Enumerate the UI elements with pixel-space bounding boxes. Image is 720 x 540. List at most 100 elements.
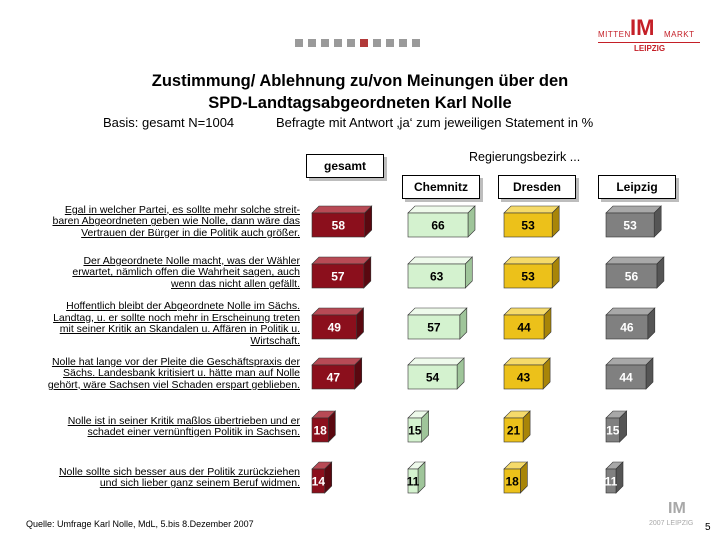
- bar-chemnitz: 57: [407, 307, 468, 340]
- bar-front-face: [605, 212, 655, 238]
- statement-label-line: gehört, wäre Sachsen viel Schaden erspar…: [47, 378, 300, 391]
- bar-dresden: 43: [503, 357, 551, 390]
- bar-top-face: [605, 307, 656, 316]
- bar-front-face: [311, 364, 356, 390]
- bar-top-face: [407, 357, 465, 366]
- column-header-chemnitz: Chemnitz: [402, 175, 480, 199]
- bar-leipzig: 56: [605, 256, 665, 289]
- bar-front-face: [605, 468, 617, 494]
- logo-left-text: MITTEN: [598, 30, 631, 39]
- bar-front-face: [503, 364, 544, 390]
- bar-top-face: [311, 256, 372, 265]
- bar-value-label: 43: [517, 371, 531, 385]
- logo-underline: [598, 42, 700, 43]
- page-number: 5: [705, 522, 711, 533]
- brand-logo: MITTEN IM MARKT LEIPZIG: [596, 15, 706, 58]
- bar-chemnitz: 63: [407, 256, 473, 289]
- bar-gesamt: 57: [311, 256, 372, 289]
- bar-value-label: 53: [521, 270, 535, 284]
- bar-top-face: [407, 307, 468, 316]
- bar-value-label: 44: [517, 321, 531, 335]
- statement-label: Nolle sollte sich besser aus der Politik…: [8, 465, 300, 490]
- bar-gesamt: 49: [311, 307, 365, 340]
- bar-front-face: [407, 468, 419, 494]
- statement-label: Der Abgeordnete Nolle macht, was der Wäh…: [8, 255, 300, 291]
- nav-dot: [412, 39, 420, 47]
- bar-top-face: [503, 307, 552, 316]
- column-header-gesamt: gesamt: [306, 154, 384, 178]
- statement-label: Nolle ist in seiner Kritik maßlos übertr…: [8, 414, 300, 439]
- bar-gesamt: 14: [311, 461, 333, 494]
- bar-chemnitz: 11: [407, 461, 426, 494]
- column-header-chemnitz-label: Chemnitz: [414, 180, 468, 194]
- bar-front-face: [407, 417, 422, 443]
- statement-label-line: Hoffentlich bleibt der Abgeordnete Nolle…: [66, 300, 300, 312]
- bar-dresden: 44: [503, 307, 552, 340]
- statement-label-line: Sächs. Landesbank kritisiert u. hätte ma…: [63, 367, 300, 380]
- bar-value-label: 53: [521, 219, 535, 233]
- bar-leipzig: 11: [605, 461, 624, 494]
- bar-front-face: [503, 314, 545, 340]
- basis-note: Befragte mit Antwort ‚ja‘ zum jeweiligen…: [276, 115, 594, 130]
- bar-gesamt: 58: [311, 205, 373, 238]
- bar-dresden: 18: [503, 461, 529, 494]
- column-header-leipzig-label: Leipzig: [616, 180, 658, 194]
- bar-top-face: [503, 357, 551, 366]
- bar-value-label: 63: [430, 270, 444, 284]
- footer-logo-sub: 2007 LEIPZIG: [649, 520, 694, 527]
- bar-front-face: [503, 417, 524, 443]
- bar-top-face: [311, 357, 363, 366]
- bar-front-face: [503, 263, 553, 289]
- statement-label-line: Nolle ist in seiner Kritik maßlos übertr…: [67, 414, 300, 427]
- statement-label-line: Wirtschaft.: [250, 334, 300, 347]
- bar-front-face: [503, 212, 553, 238]
- bar-dresden: 21: [503, 410, 531, 443]
- bar-value-label: 49: [328, 321, 342, 335]
- bar-value-label: 44: [619, 371, 633, 385]
- bar-dresden: 53: [503, 256, 560, 289]
- column-header-dresden: Dresden: [498, 175, 576, 199]
- bar-front-face: [503, 468, 521, 494]
- bar-dresden: 53: [503, 205, 560, 238]
- bar-front-face: [407, 263, 466, 289]
- bar-top-face: [503, 256, 560, 265]
- bar-top-face: [605, 256, 665, 265]
- bar-value-label: 15: [606, 424, 620, 438]
- bar-leipzig: 44: [605, 357, 654, 390]
- bar-top-face: [503, 205, 560, 214]
- statement-label-line: Landtag, u. er sollte noch mehr in Ersch…: [53, 311, 300, 324]
- bar-top-face: [311, 307, 365, 316]
- statement-label: Hoffentlich bleibt der Abgeordnete Nolle…: [8, 300, 300, 347]
- column-header-dresden-label: Dresden: [512, 180, 562, 194]
- bar-value-label: 11: [407, 475, 420, 489]
- nav-dots: [295, 39, 435, 49]
- statement-label-line: Egal in welcher Partei, es sollte mehr s…: [64, 203, 300, 216]
- bar-value-label: 14: [312, 475, 326, 489]
- bar-value-label: 21: [507, 424, 521, 438]
- page-title-line1: Zustimmung/ Ablehnung zu/von Meinungen ü…: [151, 72, 569, 90]
- column-header-gesamt-label: gesamt: [323, 159, 367, 173]
- bar-value-label: 15: [408, 424, 422, 438]
- bar-value-label: 57: [427, 321, 441, 335]
- statement-label-line: erwartet, nämlich offen die Wahrheit sag…: [72, 266, 300, 279]
- bar-chemnitz: 15: [407, 410, 430, 443]
- bar-value-label: 18: [314, 424, 328, 438]
- nav-dot: [308, 39, 316, 47]
- nav-dot: [399, 39, 407, 47]
- statement-label: Nolle hat lange vor der Pleite die Gesch…: [8, 356, 300, 392]
- bar-top-face: [605, 205, 662, 214]
- bar-chemnitz: 54: [407, 357, 465, 390]
- statement-label-line: Nolle sollte sich besser aus der Politik…: [58, 465, 300, 478]
- bar-value-label: 66: [431, 219, 445, 233]
- bar-value-label: 54: [426, 371, 440, 385]
- statement-label-line: mit seiner Kritik an Skandalen u. Affäre…: [59, 323, 300, 335]
- bar-value-label: 56: [625, 270, 639, 284]
- logo-right-text: MARKT: [664, 30, 695, 39]
- statement-label-line: und sich lieber ganz seinem Beruf widmen…: [99, 477, 300, 489]
- bar-gesamt: 18: [311, 410, 337, 443]
- bar-front-face: [311, 314, 357, 340]
- nav-dot: [373, 39, 381, 47]
- region-header: Regierungsbezirk ...: [469, 150, 581, 164]
- bar-front-face: [311, 212, 366, 238]
